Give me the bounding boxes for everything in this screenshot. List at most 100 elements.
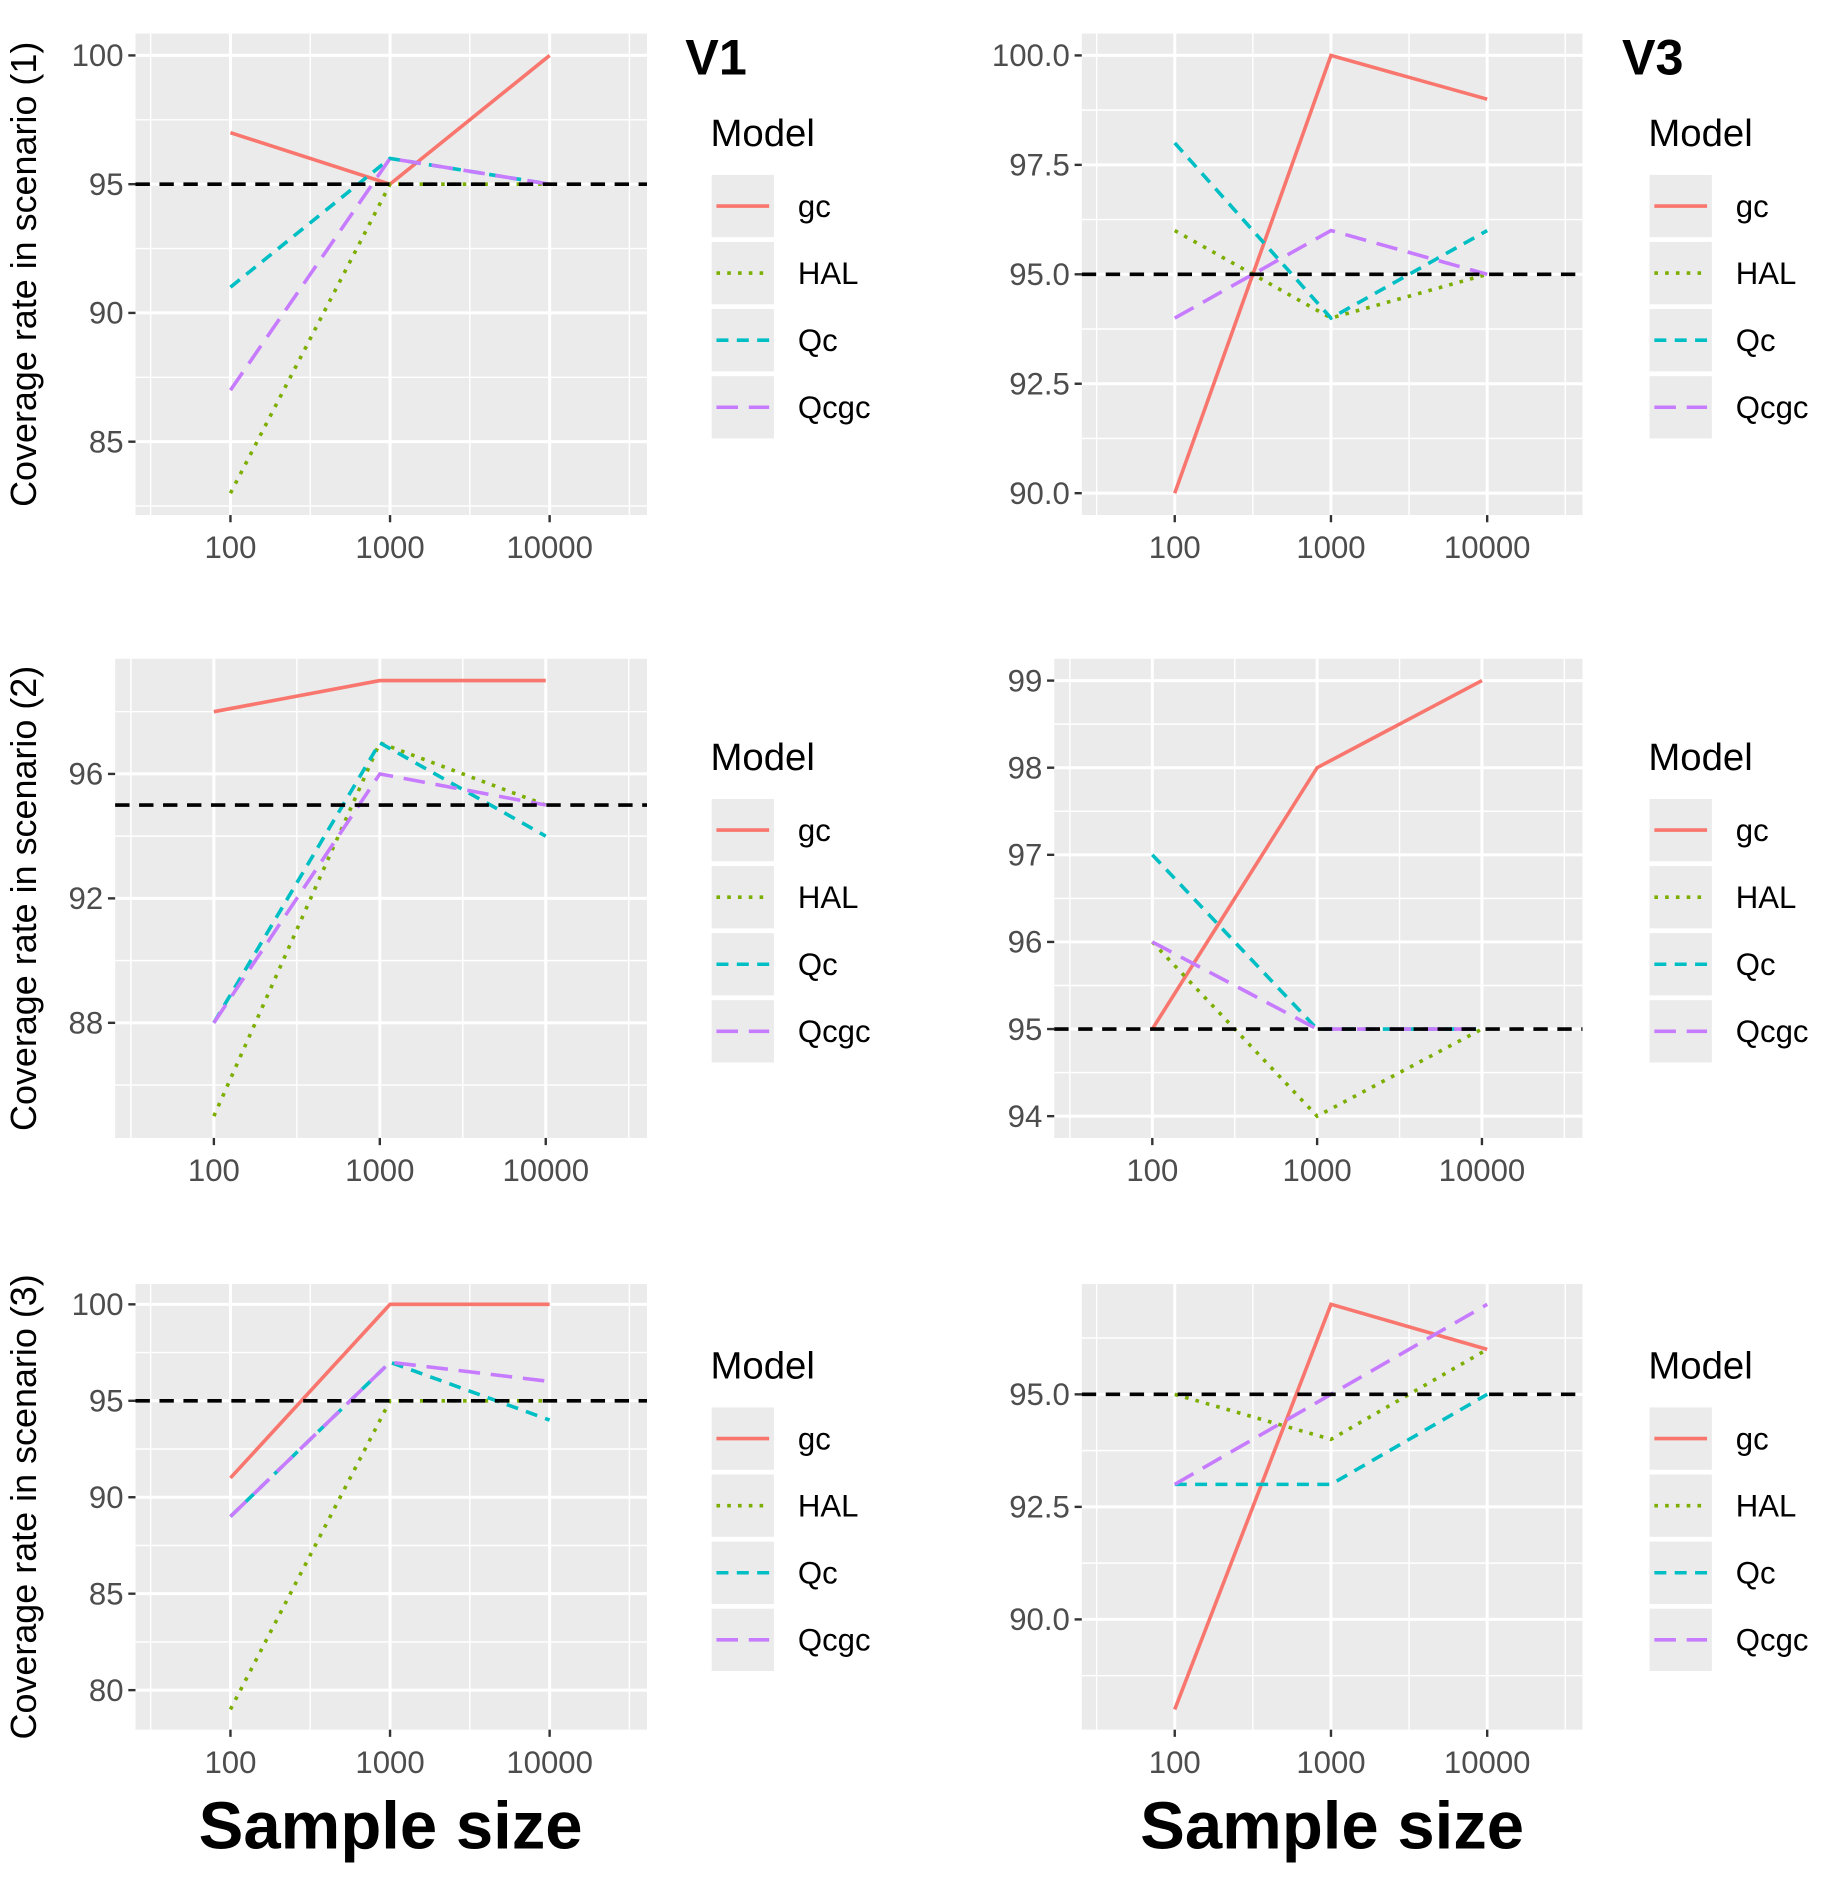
legend-label: HAL: [798, 256, 859, 291]
y-tick-label: 97: [1008, 838, 1043, 873]
row-label-2: Coverage rate in scenario (2): [3, 666, 44, 1131]
legend-title: Model: [710, 736, 814, 779]
x-tick-label: 1000: [355, 1745, 424, 1780]
legend-label: Qc: [798, 1556, 838, 1591]
legend-label: Qc: [798, 947, 838, 982]
legend-label: Qcgc: [1736, 1014, 1809, 1049]
panel-v1-scenario-3: 80 85 90 95 100 100 1000 10000: [72, 1284, 647, 1780]
y-tick-label: 95.0: [1009, 1377, 1070, 1412]
legend-key: [1649, 1474, 1712, 1537]
series-line-qcgc: [228, 156, 550, 392]
panel-v3-scenario-1: 90.0 92.5 95.0 97.5 100.0 100 1000 10000: [992, 33, 1583, 565]
legend-label: Qc: [798, 323, 838, 358]
legend: Model gc HAL Qc Qcgc: [1648, 736, 1809, 1063]
series-line-qc: [1174, 1392, 1489, 1487]
series-line-qcgc: [229, 1360, 550, 1518]
y-tick-label: 88: [69, 1006, 104, 1041]
legend-key: [711, 241, 774, 305]
legend: Model gc HAL Qc Qcgc: [710, 736, 871, 1063]
legend-label: Qcgc: [1736, 390, 1809, 425]
series-line-gc: [1150, 679, 1483, 1031]
y-tick-label: 90.0: [1009, 476, 1070, 511]
panel-v3-scenario-3: 90.0 92.5 95.0 100 1000 10000: [1009, 1284, 1583, 1780]
series-line-qc: [212, 740, 547, 1024]
y-tick-label: 80: [89, 1673, 124, 1708]
legend-title: Model: [1648, 736, 1752, 779]
y-tick-label: 100.0: [992, 38, 1070, 73]
legend-label: gc: [1736, 189, 1769, 224]
x-tick-label: 100: [188, 1153, 240, 1188]
x-tick-label: 100: [204, 530, 256, 565]
panel-v3-scenario-2: 94 95 96 97 98 99 100 1000 10000: [1008, 658, 1583, 1188]
y-tick-label: 100: [72, 1287, 124, 1322]
y-tick-label: 90: [89, 296, 124, 331]
row-label-3: Coverage rate in scenario (3): [3, 1274, 44, 1739]
x-tick-label: 1000: [355, 530, 424, 565]
y-tick-label: 94: [1008, 1099, 1043, 1134]
y-tick-label: 85: [89, 424, 124, 459]
y-tick-label: 90.0: [1009, 1602, 1070, 1637]
x-tick-label: 10000: [1444, 530, 1531, 565]
legend-label: HAL: [798, 1488, 859, 1523]
column-title-v3: V3: [1622, 28, 1684, 85]
x-axis-label-left: Sample size: [199, 1788, 583, 1863]
legend-label: HAL: [1736, 256, 1797, 291]
legend-label: Qc: [1736, 323, 1776, 358]
legend: Model gc HAL Qc Qcgc: [710, 112, 871, 439]
series-line-qcgc: [212, 771, 547, 1024]
y-tick-label: 95: [89, 1384, 124, 1419]
legend-label: HAL: [1736, 1488, 1797, 1523]
x-tick-label: 1000: [1283, 1153, 1352, 1188]
series-line-qcgc: [1173, 228, 1488, 320]
series-line-qc: [1173, 141, 1489, 321]
y-tick-label: 92: [69, 881, 104, 916]
x-tick-label: 1000: [1296, 530, 1365, 565]
legend-label: Qcgc: [798, 1623, 871, 1658]
x-tick-label: 100: [1149, 1745, 1201, 1780]
y-tick-label: 96: [69, 757, 104, 792]
legend-label: gc: [798, 189, 831, 224]
legend-label: Qcgc: [798, 390, 871, 425]
y-tick-label: 99: [1008, 663, 1043, 698]
legend-label: HAL: [1736, 880, 1797, 915]
legend-key: [1649, 241, 1712, 305]
legend-title: Model: [710, 1345, 814, 1388]
series-line-gc: [1173, 53, 1488, 494]
x-tick-label: 10000: [1439, 1153, 1526, 1188]
series-line-hal: [1174, 1347, 1489, 1442]
y-tick-label: 96: [1008, 925, 1043, 960]
legend-title: Model: [1648, 1345, 1752, 1388]
legend-label: gc: [798, 813, 831, 848]
y-tick-label: 100: [72, 38, 124, 73]
y-tick-label: 85: [89, 1576, 124, 1611]
legend-key: [711, 866, 774, 929]
x-tick-label: 1000: [345, 1153, 414, 1188]
panel-v1-scenario-1: 85 90 95 100 100 1000 10000: [72, 33, 647, 565]
legend: Model gc HAL Qc Qcgc: [1648, 1345, 1808, 1671]
legend-label: gc: [1736, 1421, 1769, 1456]
legend-label: HAL: [798, 880, 859, 915]
legend: Model gc HAL Qc Qcgc: [1648, 112, 1809, 439]
legend-title: Model: [1648, 112, 1752, 155]
panel-v1-scenario-2: 88 92 96 100 1000 10000: [69, 658, 647, 1188]
column-title-v1: V1: [685, 28, 747, 85]
y-tick-label: 95: [89, 167, 124, 202]
x-tick-label: 100: [1149, 530, 1201, 565]
x-tick-label: 10000: [506, 1745, 593, 1780]
x-tick-label: 100: [204, 1745, 256, 1780]
legend-label: Qc: [1736, 1556, 1776, 1591]
y-tick-label: 95: [1008, 1012, 1043, 1047]
x-tick-label: 1000: [1296, 1745, 1365, 1780]
legend-label: gc: [798, 1421, 831, 1456]
legend-label: gc: [1736, 813, 1769, 848]
series-line-gc: [213, 678, 546, 714]
x-axis-label-right: Sample size: [1140, 1788, 1524, 1863]
series-line-hal: [1151, 940, 1483, 1119]
y-tick-label: 95.0: [1009, 257, 1070, 292]
x-tick-label: 10000: [1444, 1745, 1531, 1780]
y-tick-label: 98: [1008, 750, 1043, 785]
y-tick-label: 97.5: [1009, 148, 1070, 183]
legend-title: Model: [710, 112, 814, 155]
legend: Model gc HAL Qc Qcgc: [710, 1345, 871, 1671]
